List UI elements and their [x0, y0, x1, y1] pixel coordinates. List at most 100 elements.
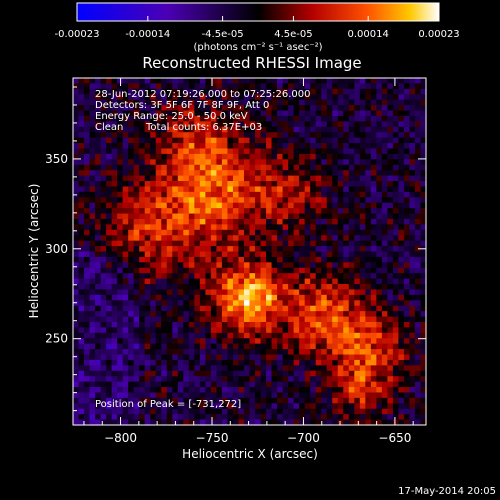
heatmap-cell: [348, 159, 355, 166]
heatmap-cell: [199, 392, 206, 399]
heatmap-cell: [210, 213, 218, 220]
heatmap-cell: [365, 354, 372, 361]
heatmap-cell: [166, 137, 173, 144]
heatmap-cell: [183, 343, 190, 350]
heatmap-cell: [321, 213, 328, 220]
heatmap-cell: [155, 370, 162, 377]
heatmap-cell: [365, 213, 372, 220]
heatmap-cell: [89, 343, 96, 350]
heatmap-cell: [100, 170, 107, 177]
heatmap-cell: [144, 235, 151, 242]
heatmap-cell: [111, 110, 118, 117]
heatmap-cell: [310, 240, 317, 247]
heatmap-cell: [354, 311, 361, 318]
heatmap-cell: [354, 229, 361, 236]
heatmap-cell: [403, 354, 411, 361]
heatmap-cell: [133, 197, 140, 204]
heatmap-cell: [128, 251, 135, 258]
heatmap-cell: [100, 240, 107, 247]
heatmap-cell: [221, 181, 229, 188]
heatmap-cell: [122, 99, 129, 106]
heatmap-cell: [420, 153, 427, 160]
heatmap-cell: [321, 246, 328, 253]
heatmap-cell: [381, 289, 388, 296]
heatmap-cell: [216, 300, 223, 307]
heatmap-cell: [139, 159, 146, 166]
heatmap-cell: [381, 115, 388, 122]
heatmap-cell: [376, 419, 383, 426]
heatmap-cell: [277, 354, 284, 361]
heatmap-cell: [144, 289, 151, 296]
heatmap-cell: [381, 191, 388, 198]
heatmap-cell: [293, 327, 300, 334]
heatmap-cell: [106, 376, 113, 383]
heatmap-cell: [398, 251, 405, 258]
heatmap-cell: [332, 246, 339, 253]
heatmap-cell: [144, 153, 151, 160]
heatmap-cell: [348, 240, 355, 247]
heatmap-cell: [387, 224, 394, 231]
heatmap-cell: [199, 278, 206, 285]
heatmap-cell: [348, 181, 355, 188]
heatmap-cell: [359, 327, 366, 334]
heatmap-cell: [210, 246, 218, 253]
heatmap-cell: [232, 256, 240, 263]
heatmap-cell: [210, 132, 218, 139]
heatmap-cell: [238, 246, 245, 253]
heatmap-cell: [260, 311, 267, 318]
heatmap-cell: [122, 343, 129, 350]
heatmap-cell: [205, 365, 212, 372]
heatmap-cell: [144, 321, 151, 328]
heatmap-cell: [271, 359, 278, 366]
heatmap-cell: [232, 365, 240, 372]
heatmap-cell: [95, 311, 102, 318]
heatmap-cell: [326, 332, 333, 339]
heatmap-cell: [205, 132, 212, 139]
heatmap-cell: [122, 278, 129, 285]
heatmap-cell: [100, 370, 107, 377]
heatmap-cell: [403, 256, 411, 263]
heatmap-cell: [332, 110, 339, 117]
heatmap-cell: [111, 267, 118, 274]
heatmap-cell: [243, 381, 251, 388]
heatmap-cell: [194, 365, 201, 372]
heatmap-cell: [315, 262, 322, 269]
heatmap-cell: [155, 246, 162, 253]
heatmap-cell: [89, 311, 96, 318]
heatmap-cell: [392, 419, 400, 426]
heatmap-cell: [111, 354, 118, 361]
heatmap-cell: [304, 256, 311, 263]
heatmap-cell: [89, 110, 96, 117]
heatmap-cell: [260, 229, 267, 236]
heatmap-cell: [376, 311, 383, 318]
heatmap-cell: [266, 321, 273, 328]
heatmap-cell: [409, 99, 416, 106]
heatmap-cell: [409, 370, 416, 377]
heatmap-cell: [177, 153, 184, 160]
heatmap-cell: [288, 403, 295, 410]
heatmap-cell: [354, 235, 361, 242]
heatmap-cell: [78, 327, 85, 334]
heatmap-cell: [266, 397, 273, 404]
heatmap-cell: [144, 175, 151, 182]
heatmap-cell: [304, 359, 311, 366]
heatmap-cell: [221, 284, 229, 291]
heatmap-cell: [161, 83, 168, 90]
heatmap-cell: [293, 143, 300, 150]
heatmap-cell: [354, 343, 361, 350]
heatmap-cell: [365, 316, 372, 323]
heatmap-cell: [365, 251, 372, 258]
heatmap-cell: [387, 397, 394, 404]
heatmap-cell: [420, 370, 427, 377]
heatmap-cell: [166, 392, 173, 399]
heatmap-cell: [128, 240, 135, 247]
heatmap-cell: [155, 397, 162, 404]
heatmap-cell: [89, 88, 96, 95]
heatmap-cell: [260, 289, 267, 296]
heatmap-cell: [144, 381, 151, 388]
heatmap-cell: [205, 256, 212, 263]
heatmap-cell: [243, 262, 251, 269]
heatmap-cell: [326, 278, 333, 285]
heatmap-cell: [100, 262, 107, 269]
heatmap-cell: [161, 365, 168, 372]
